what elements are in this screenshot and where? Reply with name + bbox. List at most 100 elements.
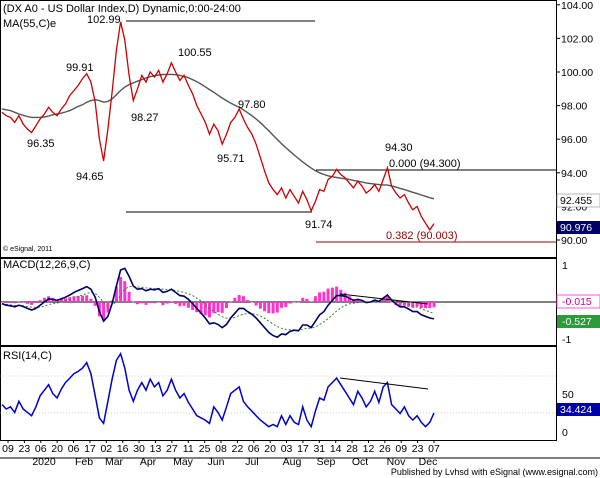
macd-hist-bar <box>64 298 67 302</box>
annotation-100-55: 100.55 <box>178 47 212 59</box>
watermark: © eSignal, 2011 <box>3 245 53 253</box>
x-day-label: 08 <box>215 443 227 455</box>
macd-hist-bar <box>402 302 406 306</box>
macd-hist-bar <box>280 302 283 308</box>
annotation-99-91: 99.91 <box>66 62 94 74</box>
macd-hist-bar <box>424 302 427 309</box>
annotation-97-80: 97.80 <box>238 99 266 111</box>
x-month-label: Mar <box>105 456 124 468</box>
x-month-label: Jun <box>208 456 225 468</box>
signal-value-badge <box>556 294 600 309</box>
price-panel-title: (DX A0 - US Dollar Index,D) Dynamic,0:00… <box>3 3 241 15</box>
x-month-label: Feb <box>75 456 93 468</box>
footer-text: Published by Lvhsd with eSignal (www.esi… <box>391 467 598 477</box>
x-month-label: Aug <box>283 456 302 468</box>
macd-hist-bar <box>165 302 169 304</box>
macd-hist-bar <box>288 302 292 304</box>
macd-hist-bar <box>25 302 29 304</box>
macd-hist-bar <box>102 302 106 321</box>
macd-hist-bar <box>292 302 296 303</box>
macd-hist-bar <box>148 302 152 303</box>
macd-hist-bar <box>271 302 275 314</box>
macd-hist-bar <box>305 298 309 302</box>
macd-hist-bar <box>297 302 300 303</box>
macd-panel-title: MACD(12,26,9,C) <box>3 259 90 271</box>
macd-value-text: -0.527 <box>562 316 592 328</box>
x-month-label: Dec <box>419 456 438 468</box>
price-line <box>1 21 435 232</box>
signal-value-text: -0.015 <box>562 296 592 308</box>
x-day-label: 09 <box>395 443 407 455</box>
macd-hist-bar <box>38 300 42 302</box>
rsi-value-badge <box>557 403 600 416</box>
macd-hist-bar <box>106 302 110 313</box>
x-day-label: 06 <box>248 443 260 455</box>
macd-hist-bar <box>72 296 76 302</box>
macd-hist-bar <box>216 302 220 313</box>
x-day-label: 20 <box>51 443 63 455</box>
macd-hist-bar <box>254 302 258 306</box>
x-day-label: 30 <box>133 443 145 455</box>
price-panel-frame <box>0 0 557 258</box>
macd-hist-bar <box>318 292 322 302</box>
x-month-label: May <box>173 456 194 468</box>
macd-hist-bar <box>81 295 84 302</box>
macd-hist-bar <box>330 287 334 302</box>
macd-hist-bar <box>322 291 326 302</box>
macd-hist-bar <box>428 302 432 309</box>
x-day-label: 26 <box>379 443 391 455</box>
annotation-96-35: 96.35 <box>27 138 55 150</box>
macd-hist-bar <box>390 302 394 303</box>
x-day-label: 25 <box>199 443 211 455</box>
x-day-label: 17 <box>84 443 96 455</box>
macd-hist-bar <box>182 302 186 306</box>
macd-hist-bar <box>34 302 38 303</box>
macd-hist-bar <box>59 298 63 302</box>
macd-hist-bar <box>119 277 123 302</box>
macd-hist-bar <box>93 302 97 306</box>
macd-tick-1: 1 <box>562 260 568 272</box>
annotation-95-71: 95.71 <box>217 153 245 165</box>
macd-hist-bar <box>4 302 8 303</box>
macd-hist-bar <box>199 302 203 315</box>
x-day-label: 20 <box>264 443 276 455</box>
x-month-label: Sep <box>317 456 336 468</box>
x-day-label: 13 <box>150 443 162 455</box>
macd-hist-bar <box>21 302 25 303</box>
macd-hist-bar <box>153 302 156 304</box>
x-day-label: 31 <box>313 443 325 455</box>
macd-hist-bar <box>0 302 4 303</box>
macd-hist-bar <box>237 295 241 302</box>
macd-hist-bar <box>186 302 190 308</box>
macd-divergence-line <box>339 293 429 305</box>
macd-hist-bar <box>263 302 267 312</box>
x-day-label: 12 <box>363 443 375 455</box>
ma-value-badge <box>556 193 600 208</box>
x-day-label: 16 <box>117 443 129 455</box>
rsi-panel-frame <box>0 346 557 441</box>
x-day-label: 27 <box>166 443 178 455</box>
macd-hist-bar <box>89 298 93 302</box>
macd-hist-bar <box>373 300 377 302</box>
macd-hist-bar <box>208 302 211 318</box>
last-price-badge <box>557 221 600 234</box>
x-month-label: Apr <box>140 456 157 468</box>
macd-hist-bar <box>174 302 178 304</box>
macd-signal-line <box>1 285 435 331</box>
macd-hist-bar <box>356 298 360 302</box>
x-day-label: 22 <box>232 443 244 455</box>
macd-hist-bar <box>140 302 144 304</box>
x-axis-days: 09 23 06 20 06 17 02 16 30 13 27 11 25 08 22 06 20 03 17 31… <box>2 440 440 455</box>
macd-hist-bar <box>212 302 216 314</box>
rsi-divergence-line <box>339 377 429 390</box>
macd-hist-bar <box>123 281 127 302</box>
macd-hist-bar <box>127 291 131 302</box>
macd-hist-bar <box>203 302 207 316</box>
macd-hist-bar <box>343 292 347 302</box>
macd-line <box>1 267 435 339</box>
macd-hist-bar <box>13 302 17 304</box>
x-month-label: Nov <box>387 456 406 468</box>
price-tick-label: 94.00 <box>561 168 587 180</box>
